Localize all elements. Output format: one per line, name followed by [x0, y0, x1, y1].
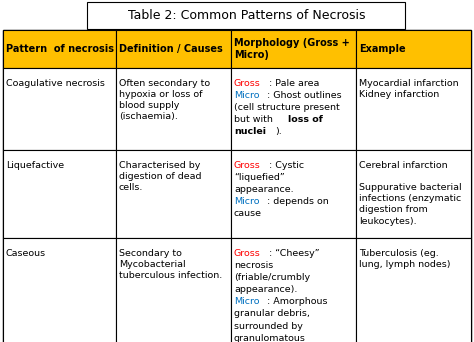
Bar	[356, 68, 471, 150]
Text: granular debris,: granular debris,	[234, 310, 310, 318]
Text: (cell structure present: (cell structure present	[234, 103, 340, 112]
Text: Micro: Micro	[234, 197, 259, 206]
Text: Morphology (Gross +
Micro): Morphology (Gross + Micro)	[234, 38, 350, 60]
Bar	[116, 150, 231, 238]
Bar	[3, 150, 116, 238]
Bar	[116, 68, 231, 150]
Text: loss of: loss of	[288, 115, 323, 124]
Text: Table 2: Common Patterns of Necrosis: Table 2: Common Patterns of Necrosis	[128, 9, 365, 22]
Text: appearance.: appearance.	[234, 185, 293, 194]
Text: Caseous: Caseous	[6, 249, 46, 258]
Bar	[116, 238, 231, 342]
Text: necrosis: necrosis	[234, 261, 273, 270]
Text: ).: ).	[275, 127, 282, 136]
Text: (friable/crumbly: (friable/crumbly	[234, 273, 310, 282]
Text: : “Cheesy”: : “Cheesy”	[268, 249, 319, 258]
Text: : depends on: : depends on	[267, 197, 328, 206]
Text: Gross: Gross	[234, 249, 261, 258]
Text: Myocardial infarction
Kidney infarction: Myocardial infarction Kidney infarction	[359, 79, 459, 99]
Text: : Ghost outlines: : Ghost outlines	[267, 91, 342, 100]
Text: Definition / Causes: Definition / Causes	[119, 44, 223, 54]
Text: : Cystic: : Cystic	[268, 161, 304, 170]
Text: Gross: Gross	[234, 79, 261, 88]
Text: Micro: Micro	[234, 91, 259, 100]
Text: granulomatous: granulomatous	[234, 334, 306, 342]
Bar	[356, 238, 471, 342]
Text: cause: cause	[234, 209, 262, 219]
Bar	[231, 150, 356, 238]
Text: appearance).: appearance).	[234, 285, 297, 294]
Text: Secondary to
Mycobacterial
tuberculous infection.: Secondary to Mycobacterial tuberculous i…	[119, 249, 222, 280]
Bar	[231, 68, 356, 150]
Text: Example: Example	[359, 44, 406, 54]
Bar	[356, 150, 471, 238]
Bar	[116, 30, 231, 68]
Bar	[3, 68, 116, 150]
Bar	[3, 238, 116, 342]
Text: : Amorphous: : Amorphous	[267, 298, 328, 306]
Text: surrounded by: surrounded by	[234, 321, 303, 331]
Text: Cerebral infarction

Suppurative bacterial
infections (enzymatic
digestion from
: Cerebral infarction Suppurative bacteria…	[359, 161, 462, 225]
Text: “liquefied”: “liquefied”	[234, 173, 285, 182]
Bar	[87, 2, 405, 29]
Text: Pattern  of necrosis: Pattern of necrosis	[6, 44, 114, 54]
Text: : Pale area: : Pale area	[268, 79, 319, 88]
Text: Liquefactive: Liquefactive	[6, 161, 64, 170]
Text: Tuberculosis (eg.
lung, lymph nodes): Tuberculosis (eg. lung, lymph nodes)	[359, 249, 450, 269]
Bar	[356, 30, 471, 68]
Bar	[231, 238, 356, 342]
Text: Often secondary to
hypoxia or loss of
blood supply
(ischaemia).: Often secondary to hypoxia or loss of bl…	[119, 79, 210, 121]
Bar	[3, 30, 116, 68]
Text: but with: but with	[234, 115, 276, 124]
Text: Characterised by
digestion of dead
cells.: Characterised by digestion of dead cells…	[119, 161, 201, 192]
Text: nuclei: nuclei	[234, 127, 266, 136]
Text: Micro: Micro	[234, 298, 259, 306]
Bar	[231, 30, 356, 68]
Text: Gross: Gross	[234, 161, 261, 170]
Text: Coagulative necrosis: Coagulative necrosis	[6, 79, 105, 88]
